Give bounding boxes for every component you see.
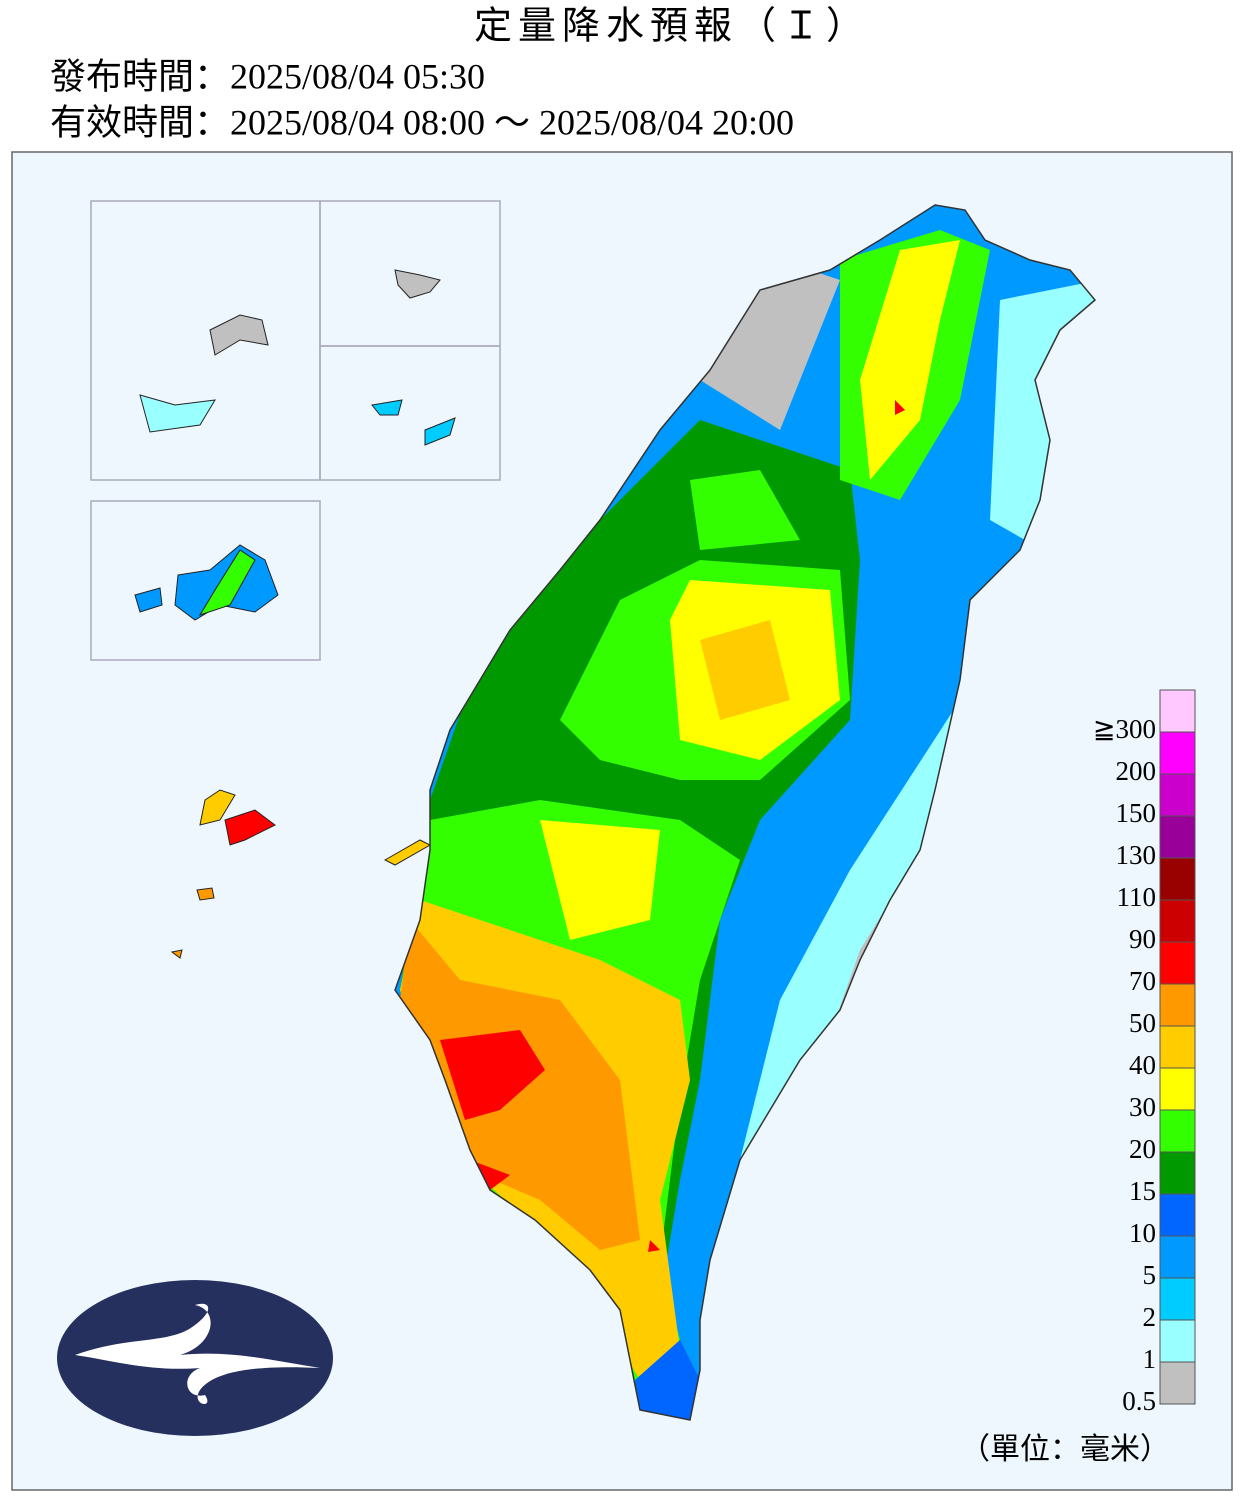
legend: ≧300 200 150 130 110 90 70 50 40 30 20 15 10 5 2 1 0.5: [1093, 689, 1196, 1416]
insets: [90, 200, 501, 661]
legend-label: 15: [1129, 1176, 1156, 1206]
legend-swatch: [1159, 1193, 1196, 1237]
legend-unit: （單位：毫米）: [960, 1433, 1170, 1466]
legend-label: 20: [1129, 1134, 1156, 1164]
valid-time: 有效時間：2025/08/04 08:00 ～ 2025/08/04 20:00: [50, 102, 794, 142]
legend-label: 130: [1116, 840, 1157, 870]
legend-swatch: [1159, 941, 1196, 985]
legend-swatch: [1159, 899, 1196, 943]
legend-swatch: [1159, 1109, 1196, 1153]
legend-swatch: [1159, 983, 1196, 1027]
legend-label: 5: [1143, 1260, 1157, 1290]
legend-swatch: [1159, 731, 1196, 775]
legend-swatch: [1159, 1361, 1196, 1405]
legend-swatch: [1159, 1277, 1196, 1321]
legend-label: 150: [1116, 798, 1157, 828]
legend-label: 30: [1129, 1092, 1156, 1122]
inset-islands: [134, 269, 456, 621]
legend-swatch: [1159, 857, 1196, 901]
legend-label: 110: [1117, 882, 1157, 912]
legend-label: 50: [1129, 1008, 1156, 1038]
issue-time: 發布時間：2025/08/04 05:30: [50, 56, 485, 96]
penghu: [170, 789, 432, 959]
legend-swatch: [1159, 1067, 1196, 1111]
legend-swatch: [1159, 1235, 1196, 1279]
legend-label: 200: [1116, 756, 1157, 786]
legend-label: 70: [1129, 966, 1156, 996]
legend-label: 10: [1129, 1218, 1156, 1248]
legend-swatch: [1159, 689, 1196, 733]
legend-label: 0.5: [1122, 1386, 1156, 1416]
legend-label: ≧300: [1093, 714, 1156, 744]
legend-swatch: [1159, 1151, 1196, 1195]
logo: [57, 1280, 333, 1436]
title: 定量降水預報（Ｉ）: [474, 6, 870, 48]
legend-swatch: [1159, 1319, 1196, 1363]
legend-label: 40: [1129, 1050, 1156, 1080]
legend-swatch: [1159, 773, 1196, 817]
legend-label: 1: [1143, 1344, 1157, 1374]
legend-label: 2: [1143, 1302, 1157, 1332]
legend-label: 90: [1129, 924, 1156, 954]
legend-swatch: [1159, 815, 1196, 859]
legend-swatch: [1159, 1025, 1196, 1069]
